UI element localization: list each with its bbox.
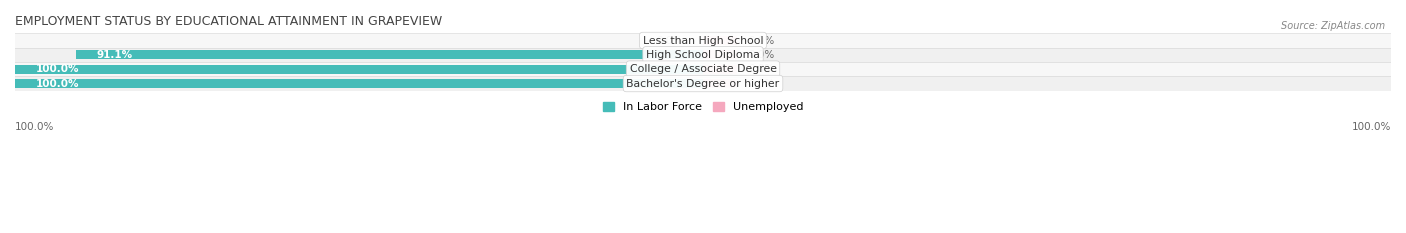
Bar [76, 50, 703, 59]
Legend: In Labor Force, Unemployed: In Labor Force, Unemployed [598, 97, 808, 117]
Bar [0, 48, 1406, 62]
Bar [703, 65, 737, 74]
Text: Bachelor's Degree or higher: Bachelor's Degree or higher [627, 79, 779, 89]
Text: EMPLOYMENT STATUS BY EDUCATIONAL ATTAINMENT IN GRAPEVIEW: EMPLOYMENT STATUS BY EDUCATIONAL ATTAINM… [15, 15, 443, 28]
Text: 0.0%: 0.0% [657, 35, 682, 45]
Bar [703, 50, 737, 59]
Text: 100.0%: 100.0% [35, 64, 79, 74]
Text: 100.0%: 100.0% [15, 122, 55, 132]
Text: 91.1%: 91.1% [97, 50, 134, 60]
Text: 0.0%: 0.0% [748, 79, 775, 89]
Bar [0, 62, 1406, 76]
Bar [0, 33, 1406, 48]
Text: College / Associate Degree: College / Associate Degree [630, 64, 776, 74]
Text: 0.0%: 0.0% [748, 64, 775, 74]
Text: Less than High School: Less than High School [643, 35, 763, 45]
Bar [0, 76, 1406, 91]
Bar [703, 79, 737, 88]
Bar [15, 79, 703, 88]
Text: High School Diploma: High School Diploma [647, 50, 759, 60]
Text: 0.0%: 0.0% [748, 50, 775, 60]
Text: 100.0%: 100.0% [35, 79, 79, 89]
Text: 100.0%: 100.0% [1351, 122, 1391, 132]
Bar [703, 36, 737, 45]
Text: 0.0%: 0.0% [748, 35, 775, 45]
Text: Source: ZipAtlas.com: Source: ZipAtlas.com [1281, 21, 1385, 31]
Bar [15, 65, 703, 74]
